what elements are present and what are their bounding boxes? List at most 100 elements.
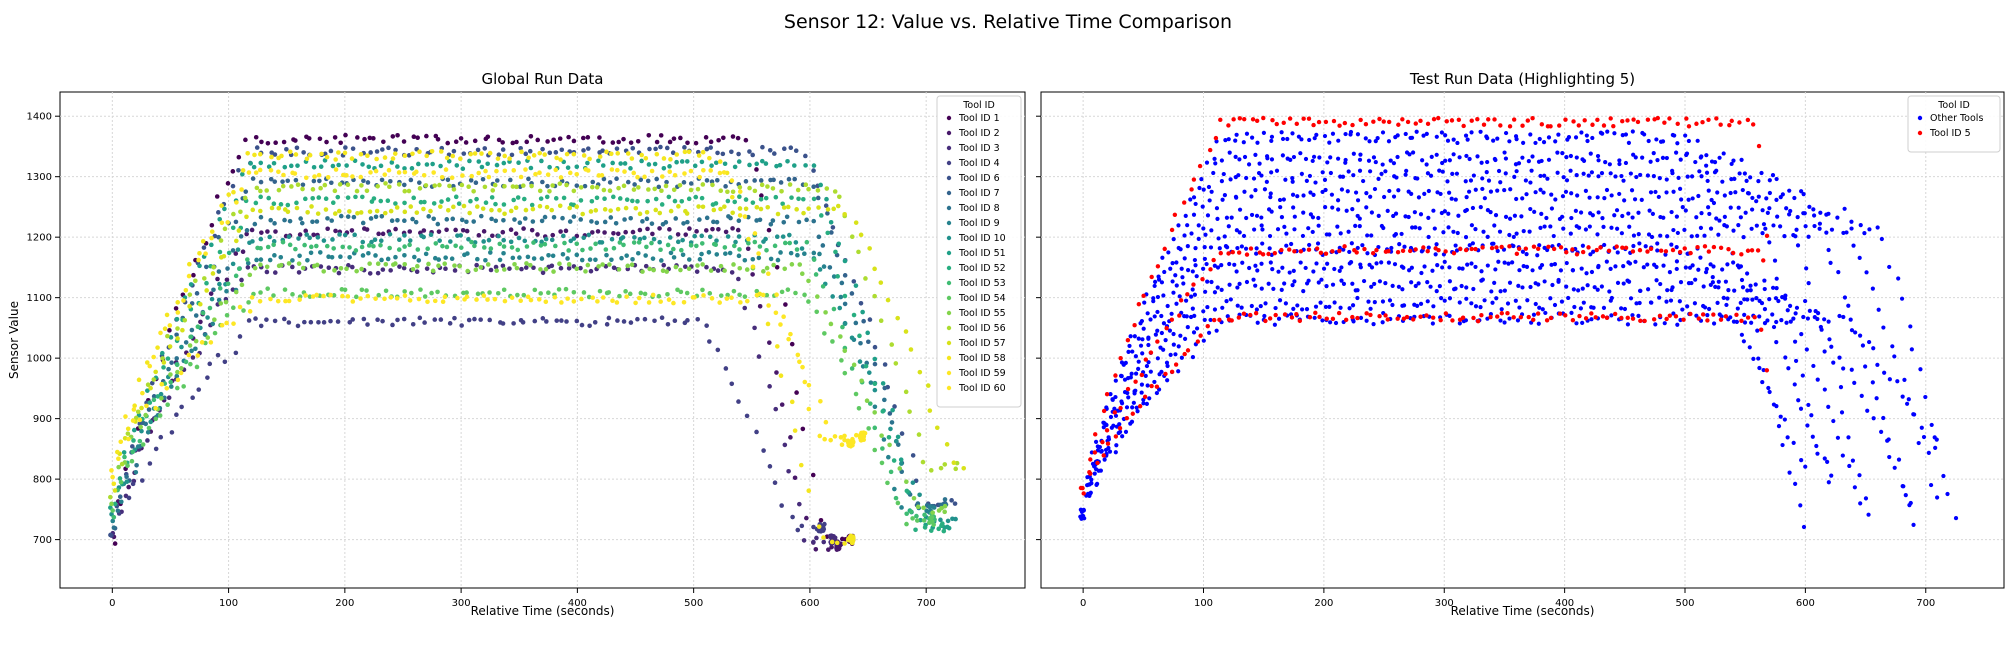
left-scatter-point [806,278,811,284]
left-scatter-point [460,166,466,172]
left-scatter-point [459,323,464,328]
right-blue-point [1544,215,1549,221]
right-blue-point [1662,321,1667,326]
right-blue-point [1303,156,1309,162]
left-scatter-point [904,511,909,517]
right-blue-point [1086,491,1091,496]
right-blue-point [1528,132,1533,137]
left-scatter-point [872,425,878,431]
left-scatter-point [732,243,737,249]
right-blue-point [1151,299,1156,304]
left-scatter-point [889,342,895,347]
right-blue-point [1653,322,1658,327]
left-scatter-point [436,263,441,269]
right-blue-point [1561,226,1566,231]
right-red-point [1287,116,1293,121]
left-scatter-point [816,234,822,240]
right-blue-point [1762,278,1767,283]
right-red-point [1523,246,1529,251]
right-blue-point [1741,235,1746,240]
left-scatter-point [842,321,848,327]
left-scatter-point [853,320,859,326]
left-scatter-point [444,155,450,161]
right-blue-point [1801,314,1806,320]
left-scatter-point [426,261,431,267]
left-scatter-point [643,253,648,258]
left-scatter-point [644,209,650,215]
left-scatter-point [293,138,298,143]
left-scatter-point [483,168,488,174]
right-blue-point [1564,155,1569,160]
left-scatter-point [148,385,153,391]
left-scatter-point [219,220,225,226]
left-scatter-point [174,412,179,418]
right-red-point [1418,314,1423,319]
right-blue-point [1155,328,1160,333]
left-scatter-point [523,167,528,172]
left-scatter-point [757,217,763,223]
right-blue-point [1542,224,1547,229]
left-scatter-point [849,234,855,240]
right-blue-point [1941,473,1946,479]
right-red-point [1282,312,1288,317]
left-scatter-point [903,389,909,395]
left-scatter-point [696,153,702,158]
left-scatter-point [296,270,302,275]
left-scatter-point [472,138,478,144]
right-blue-point [1174,283,1179,288]
left-scatter-point [147,363,153,369]
right-blue-point [1253,263,1258,268]
left-scatter-point [737,292,742,298]
left-scatter-point [781,205,787,210]
left-scatter-point [340,244,346,250]
right-blue-point [1308,190,1313,195]
left-scatter-point [209,242,214,248]
left-scatter-point [108,532,113,538]
right-blue-point [1801,192,1806,197]
right-blue-point [1908,324,1913,329]
right-blue-point [1174,260,1179,265]
right-blue-point [1519,214,1524,219]
right-red-point [1323,251,1329,256]
left-scatter-point [827,265,833,270]
left-scatter-point [694,243,699,249]
right-red-point [1318,250,1324,255]
left-scatter-point [553,167,559,173]
right-blue-point [1219,262,1224,268]
right-red-point [1574,252,1580,257]
right-blue-point [1319,277,1324,282]
right-blue-point [1349,241,1354,246]
right-blue-point [1239,305,1244,310]
right-red-point [1648,246,1654,251]
right-blue-point [1155,309,1160,315]
right-blue-point [1469,130,1474,135]
right-blue-point [1308,212,1313,217]
right-blue-point [1578,306,1583,311]
left-legend-label: Tool ID 3 [958,143,1000,154]
left-legend-marker [946,205,952,211]
right-blue-point [1584,271,1589,276]
left-scatter-point [416,258,422,263]
right-blue-point [1314,261,1319,266]
left-scatter-point [551,214,557,220]
right-blue-point [1548,296,1553,301]
left-scatter-point [594,184,600,190]
right-red-point [1383,313,1388,318]
left-scatter-point [606,290,612,295]
right-blue-point [1770,312,1775,317]
right-blue-point [1876,307,1881,312]
left-scatter-point [834,545,839,551]
left-scatter-point [703,228,709,233]
right-blue-point [1628,171,1633,176]
left-scatter-point [225,220,230,225]
right-blue-point [1192,257,1198,263]
right-red-point [1444,119,1449,124]
left-scatter-point [815,188,821,193]
left-scatter-point [254,185,260,191]
left-scatter-point [331,293,337,298]
left-scatter-point [188,282,194,287]
left-scatter-point [188,361,193,367]
left-scatter-point [868,380,874,385]
left-scatter-point [367,209,373,214]
left-scatter-point [752,188,758,194]
